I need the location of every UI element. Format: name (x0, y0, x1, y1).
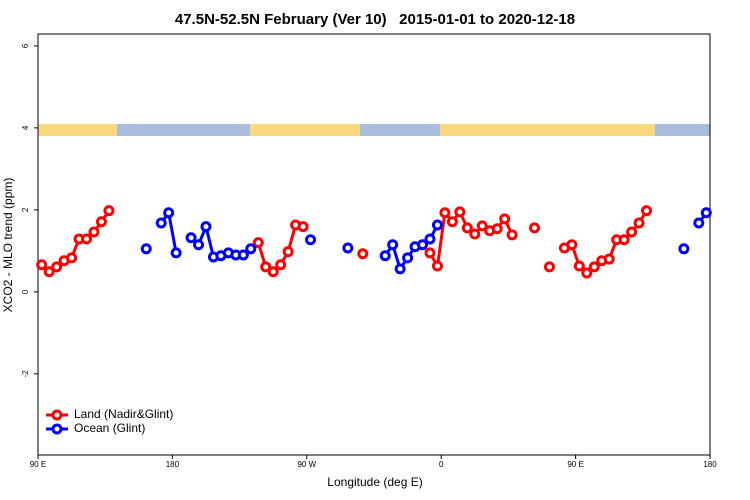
point (431, 219, 443, 231)
point (43, 266, 55, 278)
point (476, 220, 488, 232)
chart-title: 47.5N-52.5N February (Ver 10) 2015-01-01… (175, 11, 575, 28)
point (193, 239, 205, 251)
x-axis-label: Longitude (deg E) (327, 475, 422, 489)
point (51, 261, 63, 273)
point (633, 217, 645, 229)
y-tick-label: 6 (21, 43, 30, 48)
point (693, 217, 705, 229)
point (81, 233, 93, 245)
point (431, 260, 443, 272)
point (543, 261, 555, 273)
point (275, 259, 287, 271)
x-tick-label: 90 E (30, 460, 46, 469)
point (446, 216, 458, 228)
point (342, 242, 354, 254)
legend-label: Ocean (Glint) (74, 421, 145, 435)
point (573, 260, 585, 272)
x-tick-label: 90 E (567, 460, 583, 469)
point (170, 247, 182, 259)
point (36, 259, 48, 271)
point (88, 226, 100, 238)
point (566, 239, 578, 251)
point (297, 221, 309, 233)
point (252, 237, 264, 249)
point (103, 205, 115, 217)
y-tick-label: 4 (21, 125, 30, 130)
point (469, 228, 481, 240)
point (529, 222, 541, 234)
x-tick-label: 180 (703, 460, 717, 469)
point (424, 233, 436, 245)
point (402, 252, 414, 264)
point (506, 229, 518, 241)
point (260, 261, 272, 273)
point (678, 243, 690, 255)
point (387, 239, 399, 251)
point (439, 207, 451, 219)
point (700, 207, 712, 219)
point (394, 263, 406, 275)
series-line (40, 209, 648, 275)
point (417, 239, 429, 251)
x-tick-label: 0 (439, 460, 444, 469)
point (588, 261, 600, 273)
y-tick-label: 0 (21, 289, 30, 294)
point (155, 217, 167, 229)
point (424, 247, 436, 259)
point (305, 234, 317, 246)
point (461, 222, 473, 234)
legend-marker (51, 409, 63, 421)
point (603, 253, 615, 265)
point (237, 249, 249, 261)
legend-marker (51, 423, 63, 435)
point (140, 243, 152, 255)
point (626, 226, 638, 238)
point (379, 250, 391, 262)
point (267, 266, 279, 278)
y-tick-label: -2 (21, 370, 30, 378)
point (200, 221, 212, 233)
point (581, 267, 593, 279)
point (454, 206, 466, 218)
point (245, 243, 257, 255)
point (357, 248, 369, 260)
x-tick-label: 180 (166, 460, 180, 469)
point (163, 207, 175, 219)
y-tick-label: 2 (21, 207, 30, 212)
point (618, 234, 630, 246)
land-ocean-strip (38, 124, 710, 136)
y-axis-label: XCO2 - MLO trend (ppm) (1, 178, 15, 313)
x-tick-label: 90 W (297, 460, 316, 469)
point (491, 223, 503, 235)
point (66, 252, 78, 264)
point (185, 232, 197, 244)
plot-frame (37, 33, 711, 456)
point (282, 246, 294, 258)
point (499, 213, 511, 225)
point (95, 216, 107, 228)
point (641, 205, 653, 217)
legend-label: Land (Nadir&Glint) (74, 407, 173, 421)
